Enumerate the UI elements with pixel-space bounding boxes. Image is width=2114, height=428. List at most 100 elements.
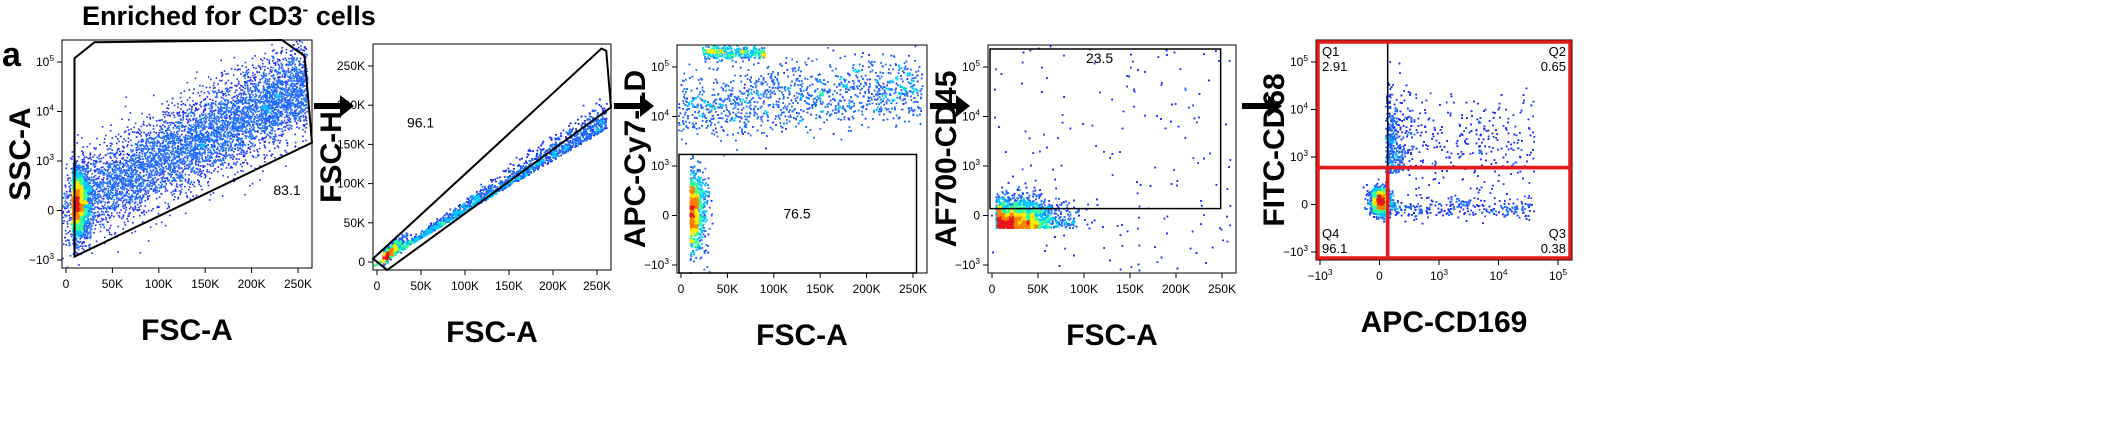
event-dot <box>216 142 219 145</box>
event-dot <box>245 72 248 74</box>
event-dot <box>193 170 196 172</box>
event-dot <box>144 193 146 195</box>
event-dot <box>110 157 112 159</box>
event-dot <box>190 180 193 183</box>
event-dot <box>121 192 124 194</box>
event-dot <box>261 62 264 65</box>
event-dot <box>103 141 106 144</box>
event-dot <box>237 99 240 101</box>
event-dot <box>174 141 177 144</box>
event-dot <box>274 157 276 159</box>
event-dot <box>252 103 254 106</box>
event-dot <box>83 158 85 161</box>
event-dot <box>161 177 164 180</box>
event-dot <box>230 149 232 152</box>
event-dot <box>257 101 260 103</box>
event-dot <box>189 135 192 138</box>
event-dot <box>67 231 69 234</box>
event-dot <box>63 220 65 222</box>
event-dot <box>243 126 245 128</box>
event-dot <box>252 72 254 74</box>
event-dot <box>265 74 268 77</box>
event-dot <box>86 230 89 232</box>
event-dot <box>243 130 246 133</box>
event-dot <box>191 168 193 171</box>
event-dot <box>246 162 248 164</box>
event-dot <box>262 102 265 105</box>
event-dot <box>122 181 124 184</box>
event-dot <box>160 165 163 168</box>
event-dot <box>173 169 176 172</box>
event-dot <box>181 179 183 182</box>
event-dot <box>104 201 107 204</box>
event-dot <box>290 102 293 105</box>
event-dot <box>189 104 191 106</box>
event-dot <box>207 149 209 152</box>
event-dot <box>97 207 100 209</box>
event-dot <box>173 133 175 136</box>
event-dot <box>139 172 141 174</box>
event-dot <box>146 151 149 153</box>
event-dot <box>135 194 138 197</box>
event-dot <box>289 88 292 91</box>
event-dot <box>185 167 188 170</box>
event-dot <box>179 179 181 181</box>
event-dot <box>95 188 98 191</box>
event-dot <box>126 156 129 159</box>
event-dot <box>154 167 156 169</box>
event-dot <box>283 106 286 109</box>
event-dot <box>64 214 67 217</box>
event-dot <box>171 154 173 156</box>
event-dot <box>208 117 211 120</box>
event-dot <box>281 112 283 115</box>
event-dot <box>250 126 253 129</box>
event-dot <box>145 157 147 160</box>
event-dot <box>180 108 182 110</box>
event-dot <box>115 196 118 198</box>
event-dot <box>283 72 285 75</box>
event-dot <box>288 106 291 108</box>
event-dot <box>147 195 149 197</box>
event-dot <box>225 151 227 154</box>
event-dot <box>233 56 236 59</box>
event-dot <box>113 181 115 183</box>
event-dot <box>81 247 84 250</box>
event-dot <box>223 112 226 114</box>
event-dot <box>142 150 144 153</box>
event-dot <box>297 114 299 117</box>
event-dot <box>253 108 255 111</box>
event-dot <box>167 149 170 152</box>
event-dot <box>206 159 209 162</box>
event-dot <box>195 158 197 161</box>
event-dot <box>232 74 235 77</box>
event-dot <box>250 165 252 167</box>
event-dot <box>291 66 294 69</box>
event-dot <box>263 118 266 121</box>
event-dot <box>64 195 67 197</box>
event-dot <box>109 130 112 132</box>
event-dot <box>263 154 265 156</box>
event-dot <box>253 136 256 139</box>
event-dot <box>239 110 242 112</box>
event-dot <box>251 115 253 118</box>
event-dot <box>159 143 162 145</box>
event-dot <box>218 143 220 146</box>
event-dot <box>108 233 111 235</box>
event-dot <box>176 160 178 162</box>
event-dot <box>221 74 224 76</box>
event-dot <box>155 120 158 122</box>
event-dot <box>247 143 250 146</box>
event-dot <box>110 234 113 236</box>
event-dot <box>131 150 134 153</box>
event-dot <box>155 167 158 170</box>
event-dot <box>300 112 303 114</box>
event-dot <box>199 148 202 151</box>
event-dot <box>225 108 228 110</box>
event-dot <box>285 48 288 51</box>
event-dot <box>153 140 156 143</box>
event-dot <box>147 137 150 140</box>
event-dot <box>304 112 306 115</box>
event-dot <box>283 121 285 124</box>
event-dot <box>179 152 182 155</box>
event-dot <box>201 146 204 148</box>
